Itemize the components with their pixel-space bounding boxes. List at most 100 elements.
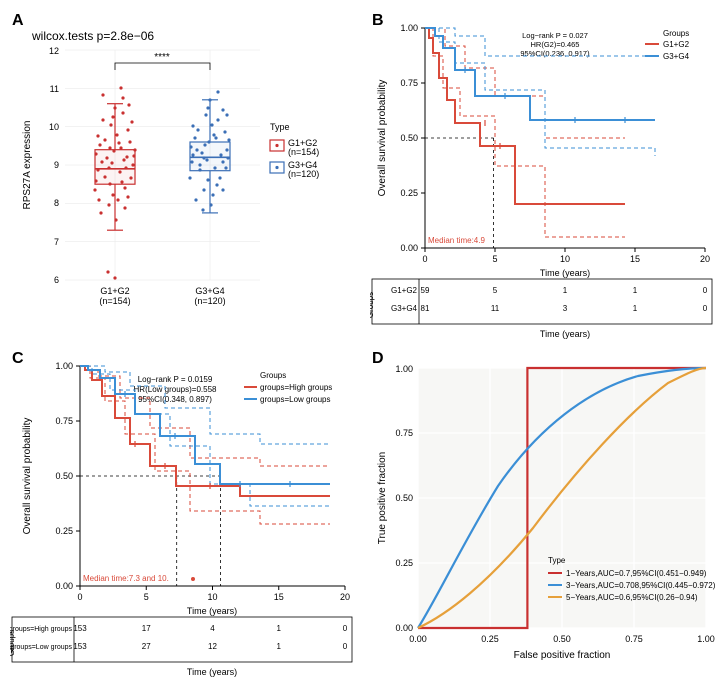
svg-text:Median time:7.3 and 10.: Median time:7.3 and 10. [83,574,169,583]
svg-text:95%CI(0.236, 0.917): 95%CI(0.236, 0.917) [520,49,590,58]
svg-text:Median time:4.9: Median time:4.9 [428,236,485,245]
svg-text:G1+G2: G1+G2 [100,286,129,296]
svg-text:0.50: 0.50 [553,634,571,644]
svg-text:0.75: 0.75 [400,78,418,88]
svg-text:0.75: 0.75 [625,634,643,644]
svg-text:0.50: 0.50 [395,493,413,503]
svg-text:5: 5 [493,286,498,295]
svg-text:3−Years,AUC=0.708,95%CI(0.445−: 3−Years,AUC=0.708,95%CI(0.445−0.972) [566,581,716,590]
svg-text:1: 1 [277,624,282,633]
svg-text:5: 5 [144,592,149,602]
svg-text:10: 10 [560,254,570,264]
svg-text:0: 0 [703,286,708,295]
svg-text:5−Years,AUC=0.6,95%CI(0.26−0.9: 5−Years,AUC=0.6,95%CI(0.26−0.94) [566,593,698,602]
svg-text:(n=154): (n=154) [288,147,319,157]
svg-text:15: 15 [274,592,284,602]
svg-text:G1+G2: G1+G2 [391,286,418,295]
svg-text:12: 12 [49,46,59,56]
svg-text:0.00: 0.00 [400,243,418,253]
svg-text:Type: Type [548,556,566,565]
svg-text:5: 5 [492,254,497,264]
panel-b: B 0.00 0.25 0.50 0.75 1.00 0 5 [370,10,722,340]
svg-text:G3+G4: G3+G4 [391,304,418,313]
svg-text:Groups: Groups [10,630,16,656]
svg-text:Log−rank P = 0.027: Log−rank P = 0.027 [522,31,588,40]
svg-text:Groups: Groups [663,29,689,38]
svg-text:Type: Type [270,122,290,132]
svg-text:groups=Low groups: groups=Low groups [260,395,331,404]
km-chart-b: 0.00 0.25 0.50 0.75 1.00 0 5 10 15 20 Ov… [370,10,722,340]
svg-text:groups=High groups: groups=High groups [260,383,332,392]
svg-text:Groups: Groups [260,371,286,380]
svg-text:0: 0 [77,592,82,602]
svg-text:Time (years): Time (years) [540,268,590,278]
svg-text:4: 4 [210,624,215,633]
svg-text:groups=High groups: groups=High groups [10,626,72,633]
svg-text:17: 17 [142,624,151,633]
svg-text:1−Years,AUC=0.7,95%CI(0.451−0.: 1−Years,AUC=0.7,95%CI(0.451−0.949) [566,569,707,578]
panel-c-label: C [12,350,24,368]
panel-d: D 0.000.250.500.751.00 0.000.250.500.751… [370,348,722,678]
svg-text:HR(G2)=0.465: HR(G2)=0.465 [531,40,580,49]
sig-text: **** [154,52,170,63]
svg-text:0.50: 0.50 [55,471,73,481]
svg-text:1.00: 1.00 [55,361,73,371]
panel-c: C 0.00 0.25 0.50 0.75 1.00 0 5 10 15 [10,348,362,678]
ylabel: RPS27A expression [22,121,33,210]
svg-text:27: 27 [142,642,151,651]
svg-text:0.00: 0.00 [55,581,73,591]
svg-text:0: 0 [343,624,348,633]
svg-text:11: 11 [491,304,500,313]
boxplot-chart: 6 7 8 9 10 11 12 RPS27A expression G1+G2… [10,10,362,340]
svg-text:81: 81 [421,304,430,313]
svg-text:10: 10 [49,122,59,132]
svg-text:20: 20 [340,592,350,602]
svg-text:0.25: 0.25 [481,634,499,644]
svg-text:0.00: 0.00 [395,623,413,633]
svg-text:1: 1 [563,286,568,295]
svg-text:groups=Low groups: groups=Low groups [10,644,72,651]
svg-text:10: 10 [207,592,217,602]
panel-b-label: B [372,12,384,30]
svg-text:0.00: 0.00 [409,634,427,644]
svg-text:0.25: 0.25 [395,558,413,568]
svg-text:12: 12 [208,642,217,651]
svg-text:G3+G4: G3+G4 [663,52,690,61]
km-chart-c: 0.00 0.25 0.50 0.75 1.00 0 5 10 15 20 Ov… [10,348,362,678]
svg-text:Groups: Groups [370,292,375,318]
wilcox-title: wilcox.tests p=2.8e−06 [31,29,154,43]
svg-text:153: 153 [73,642,87,651]
svg-text:Log−rank P = 0.0159: Log−rank P = 0.0159 [138,375,213,384]
svg-text:Overall survival probability: Overall survival probability [377,80,388,197]
svg-text:0.50: 0.50 [400,133,418,143]
svg-text:Overall survival probability: Overall survival probability [22,418,33,535]
svg-text:0: 0 [343,642,348,651]
svg-text:8: 8 [54,198,59,208]
svg-text:(n=120): (n=120) [194,296,225,306]
svg-text:1: 1 [277,642,282,651]
svg-text:1.00: 1.00 [697,634,715,644]
svg-text:3: 3 [563,304,568,313]
panel-a-label: A [12,12,24,30]
roc-chart: 0.000.250.500.751.00 0.000.250.500.751.0… [370,348,722,678]
svg-text:0.25: 0.25 [55,526,73,536]
svg-text:20: 20 [700,254,710,264]
svg-text:0: 0 [422,254,427,264]
svg-text:59: 59 [421,286,430,295]
svg-text:(n=120): (n=120) [288,169,319,179]
svg-text:1.00: 1.00 [395,364,413,374]
svg-text:1.00: 1.00 [400,23,418,33]
svg-text:0.25: 0.25 [400,188,418,198]
svg-text:0: 0 [703,304,708,313]
svg-text:11: 11 [50,84,59,94]
panel-a: A 6 7 [10,10,362,340]
panel-d-label: D [372,350,384,368]
svg-text:1: 1 [633,304,638,313]
svg-text:9: 9 [54,160,59,170]
svg-text:G1+G2: G1+G2 [663,40,690,49]
svg-text:95%CI(0.348, 0.897): 95%CI(0.348, 0.897) [138,395,212,404]
svg-text:153: 153 [73,624,87,633]
svg-text:Time (years): Time (years) [187,667,237,677]
svg-text:6: 6 [54,275,59,285]
svg-text:1: 1 [633,286,638,295]
